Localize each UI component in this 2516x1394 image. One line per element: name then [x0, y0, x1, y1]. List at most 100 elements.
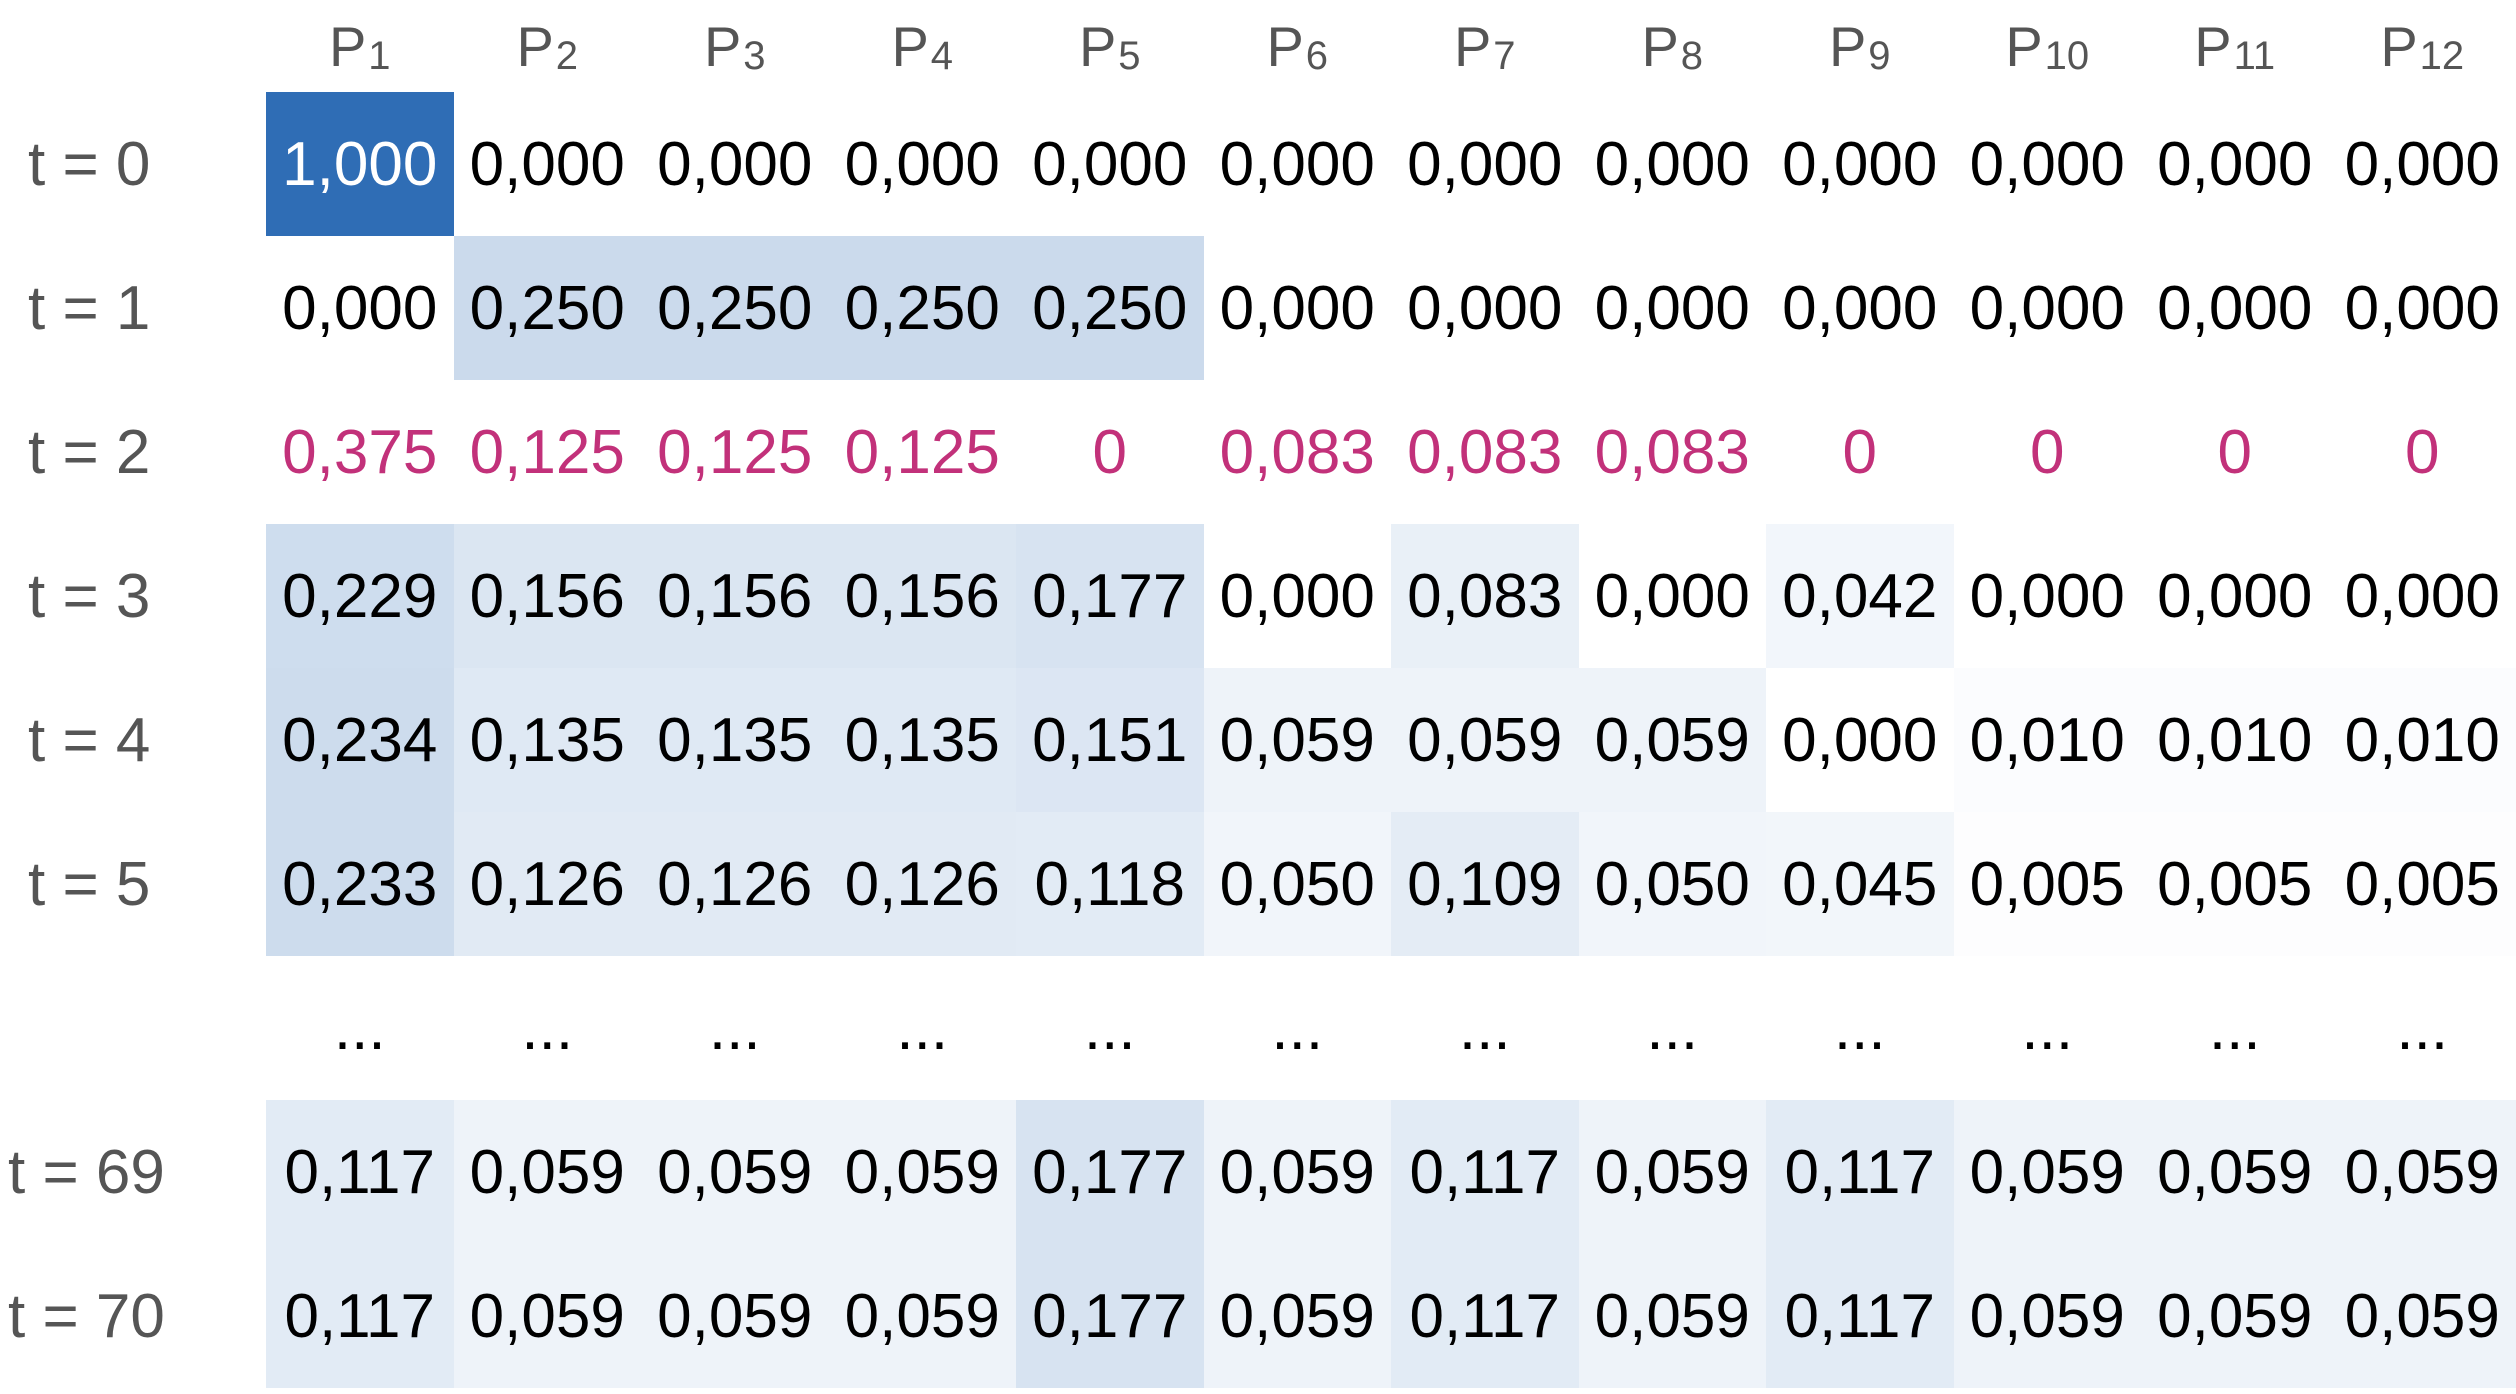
column-header-subscript: 4: [930, 33, 954, 78]
heatmap-cell: 0,000: [844, 129, 1000, 199]
row-label: t = 4: [28, 705, 151, 775]
heatmap-cell: 0,059: [1578, 1244, 1766, 1388]
heatmap-cell: 0,010: [1953, 668, 2141, 812]
row-label: t = 0: [28, 129, 151, 199]
heatmap-cell: 0,117: [1391, 1100, 1579, 1244]
heatmap-cell: 0,059: [2328, 1244, 2516, 1388]
heatmap-cell: 0,000: [1782, 273, 1938, 343]
heatmap-cell: 0,059: [1203, 1100, 1391, 1244]
heatmap-cell: 0,059: [1203, 1244, 1391, 1388]
heatmap-cell: 0: [2217, 417, 2252, 487]
heatmap-cell: 0,000: [1594, 129, 1750, 199]
heatmap-cell: 0,050: [1578, 812, 1766, 956]
heatmap-cell: 0,083: [1594, 417, 1750, 487]
heatmap-cell: 0,234: [266, 668, 454, 812]
heatmap-cell: 0,000: [1969, 561, 2125, 631]
heatmap-cell: 0,000: [657, 129, 813, 199]
column-header-base: P: [891, 14, 929, 78]
ellipsis-cell: ...: [2396, 993, 2449, 1063]
heatmap-cell: 0,000: [1969, 273, 2125, 343]
heatmap-cell: 0,059: [641, 1100, 829, 1244]
row-label: t = 1: [28, 273, 151, 343]
heatmap-cell: 0,117: [266, 1244, 454, 1388]
column-header-p12: P 12: [2329, 0, 2516, 92]
row-label: t = 69: [8, 1137, 165, 1207]
row-label: t = 5: [28, 849, 151, 919]
heatmap-cell: 0,010: [2141, 668, 2329, 812]
heatmap-cell: 0,059: [1578, 668, 1766, 812]
heatmap-cell: 0,000: [1594, 273, 1750, 343]
ellipsis-cell: ...: [333, 993, 386, 1063]
heatmap-cell: 0,000: [282, 273, 438, 343]
column-header-base: P: [703, 14, 742, 78]
column-header-subscript: 2: [555, 33, 579, 78]
heatmap-cell: 0,005: [2141, 812, 2329, 956]
column-header-subscript: 11: [2233, 33, 2276, 78]
heatmap-cell: 0,059: [828, 1244, 1016, 1388]
column-header-base: P: [328, 14, 367, 78]
column-header-base: P: [2380, 14, 2418, 78]
column-header-subscript: 9: [1868, 33, 1891, 78]
column-header-subscript: 6: [1305, 33, 1329, 78]
heatmap-cell: 0,177: [1016, 1100, 1204, 1244]
heatmap-cell: 0,250: [453, 236, 641, 380]
ellipsis-cell: ...: [1646, 993, 1699, 1063]
heatmap-cell: 0,117: [1766, 1244, 1954, 1388]
heatmap-cell: 0,000: [2344, 273, 2500, 343]
heatmap-cell: 0,010: [2328, 668, 2516, 812]
heatmap-cell: 0,229: [266, 524, 454, 668]
heatmap-cell: 0,125: [657, 417, 813, 487]
column-header-p10: P 10: [1954, 0, 2142, 92]
heatmap-cell: 0,059: [1578, 1100, 1766, 1244]
heatmap-cell: 0,000: [2344, 561, 2500, 631]
heatmap-cell: 0,250: [828, 236, 1016, 380]
heatmap-cell: 0,000: [2157, 561, 2313, 631]
heatmap-cell: 0,156: [453, 524, 641, 668]
heatmap-cell: 0,250: [641, 236, 829, 380]
column-header-base: P: [1828, 14, 1867, 78]
heatmap-cell: 0,126: [453, 812, 641, 956]
heatmap-cell: 0,059: [2141, 1244, 2329, 1388]
column-header-base: P: [1078, 14, 1117, 78]
heatmap-cell: 0,118: [1016, 812, 1204, 956]
heatmap-cell: 0,083: [1219, 417, 1375, 487]
row-label: t = 2: [28, 417, 151, 487]
heatmap-cell: 0,135: [828, 668, 1016, 812]
heatmap-cell: 0,156: [641, 524, 829, 668]
column-header-subscript: 12: [2419, 33, 2465, 78]
heatmap-cell: 0,233: [266, 812, 454, 956]
heatmap-cell: 0,000: [1219, 129, 1375, 199]
heatmap-cell: 0,117: [1766, 1100, 1954, 1244]
heatmap-cell: 0,059: [641, 1244, 829, 1388]
ellipsis-cell: ...: [1458, 993, 1511, 1063]
heatmap-cell: 0,005: [2328, 812, 2516, 956]
heatmap-cell: 0,000: [1219, 273, 1375, 343]
heatmap-cell: 0,059: [1953, 1100, 2141, 1244]
heatmap-cell: 0,000: [1407, 129, 1563, 199]
heatmap-cell: 0,109: [1391, 812, 1579, 956]
heatmap-cell: 0,135: [453, 668, 641, 812]
ellipsis-cell: ...: [708, 993, 761, 1063]
heatmap-cell: 0,151: [1016, 668, 1204, 812]
heatmap-cell: 0,126: [828, 812, 1016, 956]
column-header-subscript: 10: [2044, 33, 2090, 78]
ellipsis-cell: ...: [521, 993, 574, 1063]
heatmap-cell: 1,000: [266, 92, 454, 236]
column-header-base: P: [2194, 14, 2232, 78]
heatmap-cell: 0,083: [1391, 524, 1579, 668]
heatmap-cell: 0,000: [1594, 561, 1750, 631]
heatmap-cell: 0,059: [2328, 1100, 2516, 1244]
heatmap-cell: 0,083: [1407, 417, 1563, 487]
heatmap-cell: 0,050: [1203, 812, 1391, 956]
heatmap-cell: 0,059: [453, 1100, 641, 1244]
heatmap-cell: 0,000: [469, 129, 625, 199]
heatmap-cell: 0,059: [828, 1100, 1016, 1244]
